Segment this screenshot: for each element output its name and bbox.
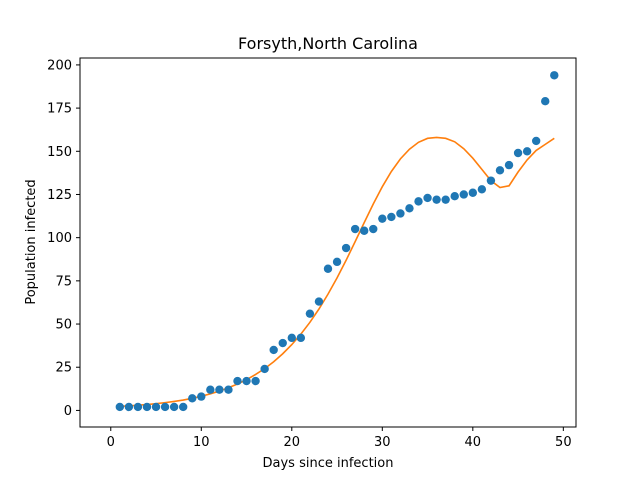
data-point [378, 214, 387, 223]
data-point [541, 96, 550, 106]
y-axis-title: Population infected [24, 179, 39, 304]
data-point [522, 147, 532, 156]
data-point [369, 224, 378, 234]
y-tick-label: 50 [55, 318, 72, 333]
data-point [459, 190, 468, 199]
axes-frame [79, 57, 577, 428]
data-point [468, 188, 478, 197]
chart-title: Forsyth,North Carolina [238, 34, 418, 53]
data-point [206, 385, 215, 394]
data-point [260, 364, 269, 374]
data-point [224, 385, 233, 394]
data-point [477, 185, 487, 194]
data-point [269, 345, 278, 355]
data-point [197, 392, 206, 401]
data-point [287, 333, 296, 343]
x-tick-label: 20 [284, 435, 301, 450]
y-tick-label: 25 [55, 361, 72, 376]
data-point [178, 402, 188, 412]
data-point [405, 204, 414, 213]
data-point [296, 333, 306, 343]
x-tick-label: 30 [374, 435, 391, 450]
y-tick-label: 125 [47, 188, 72, 203]
data-point [233, 376, 242, 386]
data-point [314, 297, 324, 306]
y-tick-label: 150 [47, 145, 72, 160]
data-point [531, 136, 541, 146]
y-tick-label: 100 [47, 231, 72, 246]
data-point [242, 376, 251, 386]
data-point [124, 402, 134, 412]
data-point [450, 192, 459, 201]
data-point [215, 385, 224, 394]
y-tick-label: 0 [64, 404, 72, 419]
data-point [323, 264, 333, 273]
data-point [160, 402, 170, 412]
data-point [423, 193, 432, 203]
data-point [115, 402, 125, 412]
x-tick-label: 50 [555, 435, 572, 450]
data-point [305, 309, 315, 318]
data-point [396, 209, 405, 218]
data-point [550, 71, 559, 80]
x-tick-label: 10 [193, 435, 210, 450]
x-tick-label: 0 [107, 435, 115, 450]
y-tick-label: 175 [47, 102, 72, 117]
data-point [495, 166, 505, 175]
data-point [513, 148, 523, 158]
data-point [441, 195, 450, 204]
data-point [504, 160, 514, 170]
data-point [486, 176, 496, 185]
data-point [332, 257, 342, 267]
data-point [251, 376, 260, 386]
x-tick-label: 40 [465, 435, 482, 450]
data-point [278, 338, 287, 348]
data-point [432, 195, 441, 204]
plot-area: 0 10 20 30 40 50 0 25 50 75 100 125 150 175 200 [47, 57, 577, 450]
data-point [360, 226, 369, 235]
data-point [188, 394, 197, 403]
data-point [341, 243, 351, 253]
y-tick-label: 75 [55, 274, 72, 289]
data-point [350, 224, 360, 234]
y-tick-label: 200 [47, 58, 72, 73]
data-point [414, 197, 423, 206]
data-point [387, 212, 396, 222]
x-axis-title: Days since infection [263, 456, 394, 471]
data-point [142, 402, 152, 412]
data-point [151, 402, 161, 412]
data-point [169, 402, 179, 412]
data-point [133, 402, 143, 412]
